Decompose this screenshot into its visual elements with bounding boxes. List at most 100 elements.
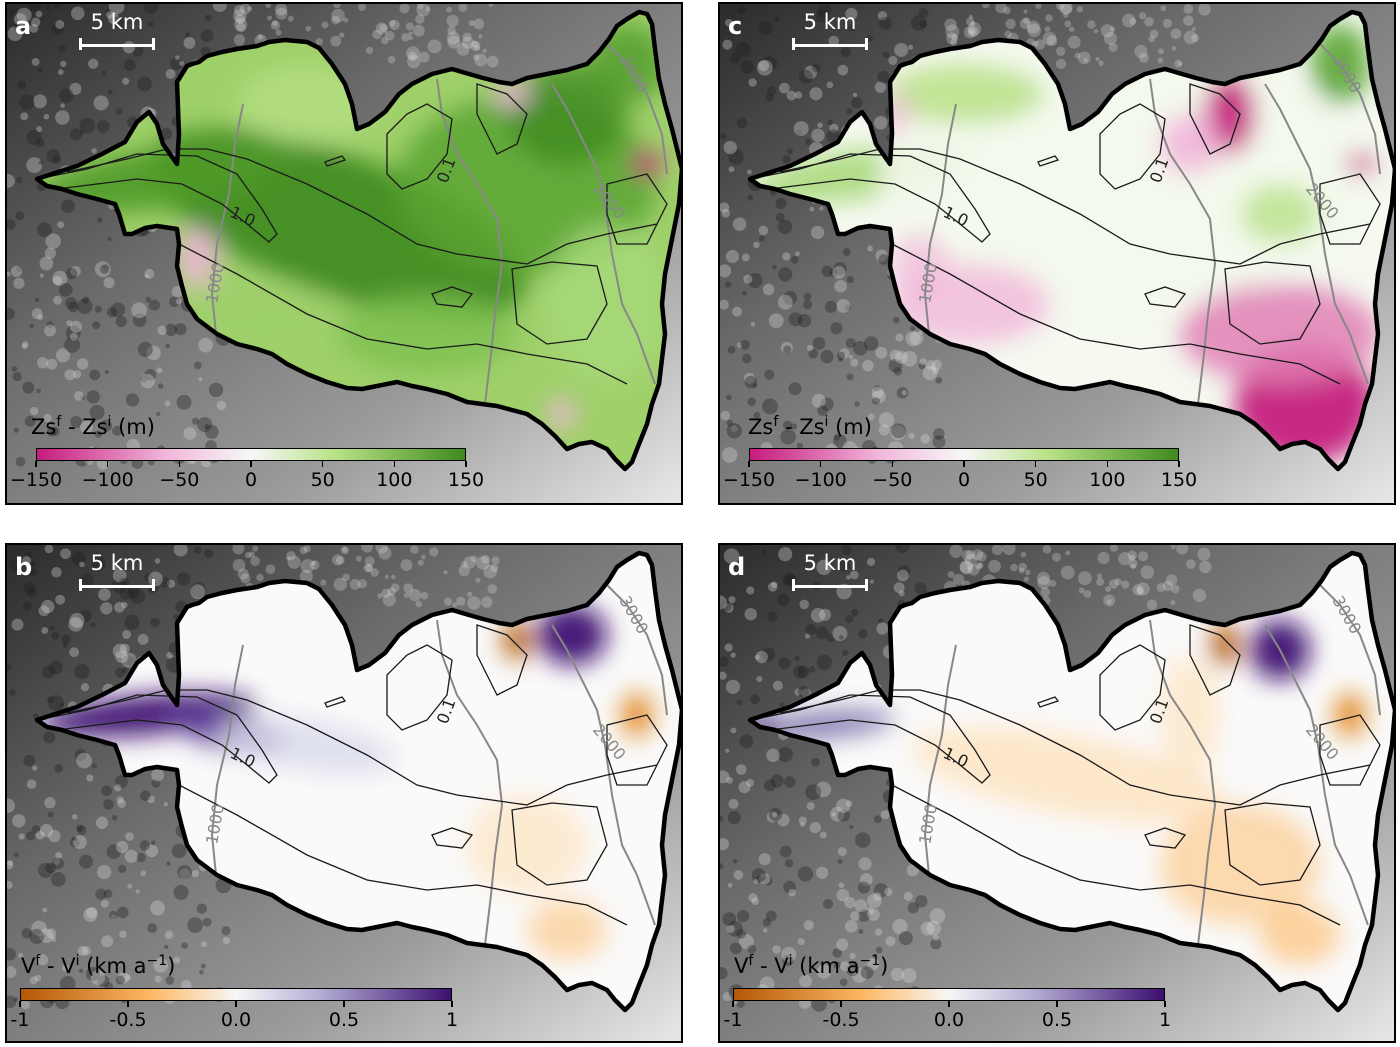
velocity-contour [511,802,608,886]
colorbar-title: Vf - Vi (km a−1) [21,953,176,978]
velocity-contour [476,624,528,696]
velocity-contour [431,286,474,308]
velocity-contour [891,784,1341,926]
colorbar-tick-label: 1 [1158,1009,1172,1031]
scale-bar-tick-left [792,579,795,591]
elevation-contour [551,624,656,926]
colorbar-ticks: -1 -0.5 0.0 0.5 1 [11,1001,458,1031]
colorbar-tick [1164,1001,1166,1007]
velocity-contour [1224,802,1321,886]
panel-d-velocity-change-map: 1000 2000 3000 0.1 1.0 d 5 km Vf - Vi (km a−… [718,543,1396,1043]
colorbar-title: Zsf - Zsi (m) [31,414,155,439]
colorbar-tick [321,461,324,467]
colorbar-tick [35,461,37,467]
colorbar-tick-label: −100 [794,469,847,491]
colorbar-tick [235,1001,237,1007]
colorbar-tick [1034,461,1037,467]
glacier-outline [34,550,681,1013]
scale-bar-tick-left [79,579,82,591]
panel-label: a [15,12,32,40]
colorbar-tick-label: −50 [159,469,200,491]
scale-bar-tick-right [865,38,868,50]
elevation-contour [923,103,957,345]
elevation-contour [1149,78,1217,405]
velocity-contour [324,155,347,167]
colorbar-tick-label: 0.0 [933,1009,965,1031]
velocity-contour [1037,696,1060,708]
colorbar-tick [178,461,181,467]
elevation-contour [210,103,244,345]
velocity-contour [386,103,453,190]
colorbar-tick [819,461,822,467]
colorbar-tick-label: 100 [1089,469,1126,491]
panel-b-velocity-change-map: 1000 2000 3000 0.1 1.0 b 5 km Vf - Vi (km a−… [5,543,683,1043]
elevation-contour [1314,579,1381,716]
velocity-contour [431,827,474,849]
colorbar-ticks: −150 −100 −50 0 50 100 150 [723,461,1197,491]
scale-bar-label: 5 km [803,551,857,575]
scale-bar-line [792,585,868,588]
colorbar-tick [106,461,109,467]
velocity-contour [324,696,347,708]
velocity-contour [386,644,453,731]
panel-label: c [728,12,743,40]
colorbar-tick-label: -0.5 [109,1009,147,1031]
colorbar-tick-label: 0 [244,469,258,491]
colorbar-tick [343,1001,345,1007]
colorbar-tick [748,461,750,467]
scale-bar-label: 5 km [90,551,144,575]
elevation-contour [601,579,668,716]
colorbar-tick-label: −50 [872,469,913,491]
colorbar-tick [250,461,252,467]
velocity-contour [1319,173,1381,245]
colorbar-tick [948,1001,950,1007]
colorbar-ticks: −150 −100 −50 0 50 100 150 [10,461,484,491]
scale-bar: 5 km [790,10,870,50]
elevation-contour [210,644,244,886]
velocity-contour [1319,714,1381,786]
glacier-outline [747,550,1394,1013]
colorbar-tick-label: -1 [723,1009,743,1031]
velocity-contour [1224,261,1321,345]
velocity-contour [606,173,668,245]
colorbar-tick-label: 0.5 [328,1009,360,1031]
colorbar-title: Zsf - Zsi (m) [748,414,872,439]
elevation-contour [601,38,668,175]
colorbar [36,448,466,461]
colorbar-tick-label: −150 [9,469,63,491]
colorbar-tick [963,461,965,467]
colorbar-tick-label: -0.5 [822,1009,860,1031]
colorbar-tick [465,461,467,467]
panel-a-surface-change-map: 1000 2000 3000 0.1 1.0 a 5 km Zsf - Zsi (m) … [5,2,683,505]
colorbar-tick-label: −100 [81,469,134,491]
glacier-outline [747,9,1394,472]
colorbar-tick-label: 0.5 [1041,1009,1073,1031]
panel-label: d [728,553,746,581]
colorbar-tick [1056,1001,1058,1007]
elevation-contour [551,83,656,385]
colorbar-tick [1106,461,1109,467]
velocity-contour [1144,827,1187,849]
colorbar-tick-label: 150 [1160,469,1198,491]
colorbar-tick-label: 100 [376,469,413,491]
scale-bar-tick-left [792,38,795,50]
scale-bar-tick-right [152,579,155,591]
colorbar [749,448,1179,461]
colorbar-tick [393,461,396,467]
scale-bar-tick-right [152,38,155,50]
scale-bar-line [79,585,155,588]
velocity-contour [1099,644,1166,731]
colorbar-tick-label: 0 [957,469,971,491]
elevation-contour [436,78,504,405]
colorbar-tick [891,461,894,467]
scale-bar-tick-right [865,579,868,591]
elevation-contour [436,619,504,946]
velocity-contour [1099,103,1166,190]
colorbar-tick-label: 1 [445,1009,459,1031]
velocity-contour [1144,286,1187,308]
